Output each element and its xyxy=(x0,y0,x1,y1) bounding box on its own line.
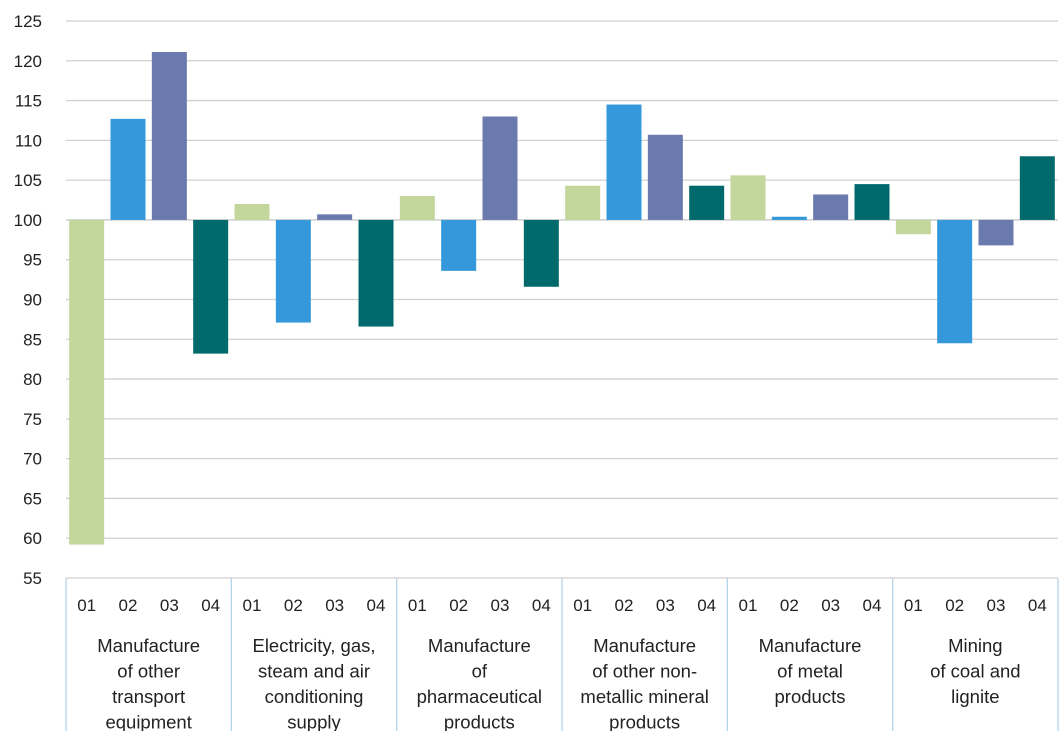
bar xyxy=(441,219,477,271)
quarter-label: 02 xyxy=(284,596,303,615)
quarter-label: 01 xyxy=(739,596,758,615)
bar xyxy=(69,219,105,545)
category-label: of other non- xyxy=(592,661,697,682)
bar xyxy=(523,219,559,287)
x-axis: 01 02 03 04 Manufacture of other transport equi… xyxy=(65,578,1059,731)
y-tick-label: 100 xyxy=(14,211,42,230)
bar xyxy=(978,219,1014,246)
bar xyxy=(317,214,353,220)
quarter-label: 04 xyxy=(367,596,386,615)
category-label: steam and air xyxy=(258,661,370,682)
quarter-label: 03 xyxy=(491,596,510,615)
bar xyxy=(234,204,270,220)
quarter-label: 04 xyxy=(697,596,716,615)
quarter-label: 02 xyxy=(449,596,468,615)
category-label: of other xyxy=(117,661,180,682)
quarter-label: 02 xyxy=(119,596,138,615)
y-tick-label: 95 xyxy=(23,251,42,270)
category-label: products xyxy=(609,712,680,731)
y-tick-label: 105 xyxy=(14,171,42,190)
quarter-label: 03 xyxy=(656,596,675,615)
quarter-label: 03 xyxy=(821,596,840,615)
category-label: products xyxy=(775,686,846,707)
category-label: of xyxy=(472,661,488,682)
quarter-label: 02 xyxy=(945,596,964,615)
bar xyxy=(730,175,766,220)
quarter-label: 01 xyxy=(904,596,923,615)
y-tick-label: 80 xyxy=(23,370,42,389)
y-tick-label: 90 xyxy=(23,291,42,310)
category-label: of metal xyxy=(777,661,843,682)
quarter-label: 01 xyxy=(77,596,96,615)
y-tick-label: 70 xyxy=(23,450,42,469)
quarter-label: 03 xyxy=(325,596,344,615)
bar xyxy=(854,184,890,220)
category-label: equipment xyxy=(105,712,191,731)
bar xyxy=(565,185,601,220)
bar xyxy=(937,219,973,344)
y-tick-label: 75 xyxy=(23,410,42,429)
y-tick-label: 85 xyxy=(23,330,42,349)
bar xyxy=(647,134,683,220)
category-label: lignite xyxy=(951,686,999,707)
quarter-label: 03 xyxy=(987,596,1006,615)
y-tick-label: 55 xyxy=(23,569,42,588)
quarter-label: 02 xyxy=(780,596,799,615)
bar xyxy=(606,104,642,220)
quarter-label: 03 xyxy=(160,596,179,615)
bar xyxy=(193,219,229,354)
quarter-label: 01 xyxy=(243,596,262,615)
bar xyxy=(813,194,849,220)
quarter-label: 02 xyxy=(615,596,634,615)
quarter-label: 04 xyxy=(201,596,220,615)
gridlines xyxy=(66,20,1058,579)
quarter-label: 01 xyxy=(408,596,427,615)
category-label: Manufacture xyxy=(593,635,696,656)
category-label: of coal and xyxy=(930,661,1021,682)
category-label: supply xyxy=(287,712,341,731)
bar xyxy=(399,196,435,220)
bar xyxy=(110,118,146,220)
category-label: transport xyxy=(112,686,185,707)
bar xyxy=(689,185,725,220)
y-tick-label: 110 xyxy=(15,131,42,150)
category-label: conditioning xyxy=(265,686,364,707)
y-tick-label: 120 xyxy=(14,52,42,71)
bar xyxy=(358,219,394,327)
category-label: Electricity, gas, xyxy=(252,635,375,656)
category-label: metallic mineral xyxy=(580,686,709,707)
bar xyxy=(275,219,311,323)
quarter-label: 01 xyxy=(573,596,592,615)
category-label: Manufacture xyxy=(759,635,862,656)
category-label: pharmaceutical xyxy=(417,686,542,707)
y-axis: 55 60 65 70 75 80 85 90 95 100 105 110 115 120 125 xyxy=(14,12,42,588)
bar xyxy=(482,116,518,220)
y-tick-label: 65 xyxy=(23,489,42,508)
quarter-label: 04 xyxy=(1028,596,1047,615)
bar xyxy=(1019,156,1055,220)
y-tick-label: 115 xyxy=(15,92,42,111)
category-label: Manufacture xyxy=(428,635,531,656)
y-tick-label: 125 xyxy=(14,12,42,31)
quarter-label: 04 xyxy=(863,596,882,615)
y-tick-label: 60 xyxy=(23,529,42,548)
bar xyxy=(771,216,807,220)
bar xyxy=(151,52,187,220)
category-label: Mining xyxy=(948,635,1003,656)
category-label: products xyxy=(444,712,515,731)
category-label: Manufacture xyxy=(97,635,200,656)
bar xyxy=(895,219,931,235)
bars xyxy=(69,52,1055,545)
quarter-label: 04 xyxy=(532,596,551,615)
